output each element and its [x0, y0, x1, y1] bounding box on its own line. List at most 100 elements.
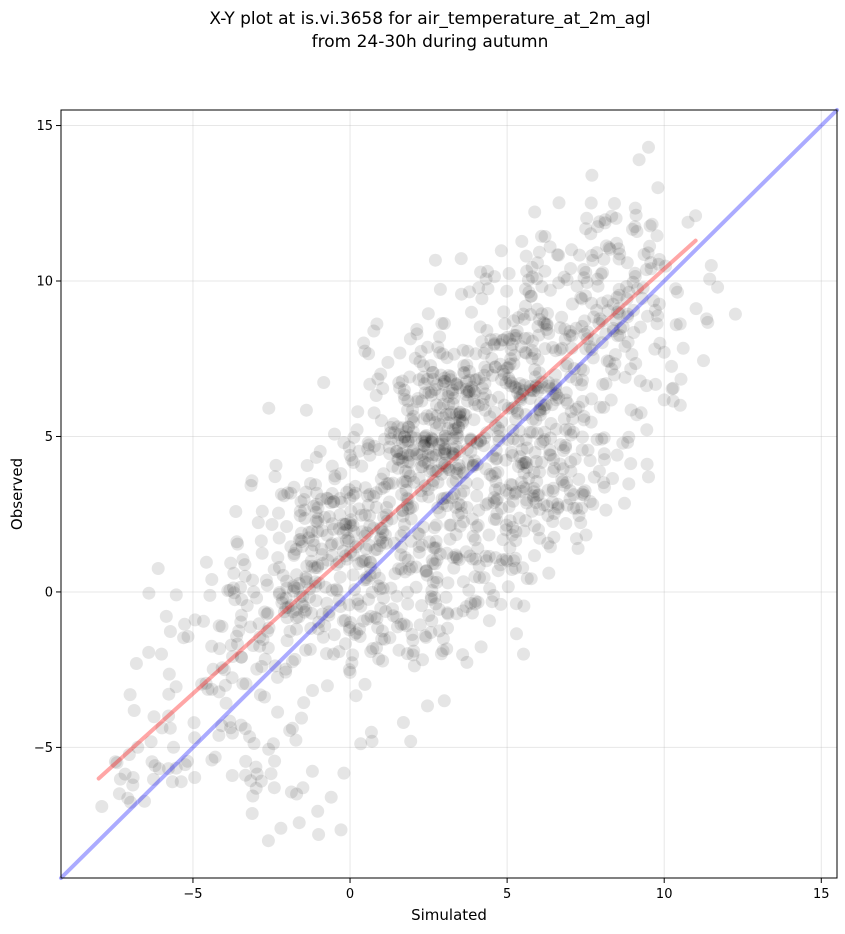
scatter-point-211 — [438, 371, 452, 385]
scatter-point-1260 — [206, 662, 220, 676]
scatter-point-775 — [524, 572, 538, 586]
scatter-point-56 — [425, 431, 438, 445]
scatter-point-435 — [537, 398, 551, 412]
scatter-point-645 — [504, 445, 518, 459]
scatter-point-723 — [529, 413, 543, 427]
scatter-point-1383 — [124, 795, 138, 809]
scatter-point-280 — [453, 381, 467, 395]
scatter-point-760 — [477, 571, 491, 585]
scatter-point-681 — [599, 503, 613, 517]
scatter-point-1032 — [260, 578, 274, 592]
scatter-point-185 — [397, 383, 411, 397]
scatter-point-1322 — [199, 676, 213, 690]
scatter-point-94 — [438, 442, 452, 455]
scatter-point-992 — [382, 440, 396, 454]
scatter-point-208 — [435, 433, 449, 447]
scatter-point-820 — [500, 518, 513, 532]
scatter-point-330 — [413, 355, 427, 369]
scatter-point-1202 — [413, 618, 427, 632]
scatter-point-668 — [480, 426, 494, 440]
scatter-point-1000 — [377, 467, 391, 481]
scatter-point-1221 — [436, 632, 450, 646]
scatter-point-843 — [435, 467, 449, 481]
scatter-point-1201 — [362, 592, 375, 606]
scatter-point-996 — [361, 436, 375, 450]
scatter-point-975 — [334, 467, 348, 481]
scatter-point-637 — [496, 533, 510, 547]
scatter-point-799 — [546, 495, 559, 509]
scatter-point-677 — [567, 488, 581, 502]
scatter-point-149 — [401, 466, 415, 479]
scatter-point-849 — [459, 600, 473, 614]
scatter-point-523 — [637, 248, 651, 261]
scatter-point-1208 — [407, 659, 421, 673]
scatter-point-913 — [318, 510, 332, 524]
scatter-point-1286 — [218, 678, 232, 692]
scatter-point-53 — [488, 360, 502, 374]
scatter-point-83 — [446, 447, 460, 461]
scatter-point-339 — [523, 392, 537, 405]
scatter-point-399 — [537, 316, 551, 330]
scatter-point-1088 — [287, 547, 301, 561]
scatter-point-356 — [488, 360, 502, 374]
scatter-point-832 — [449, 528, 463, 542]
scatter-point-761 — [453, 519, 467, 533]
scatter-point-1012 — [277, 605, 291, 619]
scatter-point-940 — [343, 492, 357, 506]
scatter-point-327 — [504, 352, 518, 366]
scatter-point-718 — [544, 448, 558, 462]
scatter-point-1450 — [559, 359, 573, 373]
scatter-point-317 — [509, 381, 523, 395]
scatter-point-1200 — [325, 583, 339, 597]
scatter-point-532 — [652, 297, 666, 311]
scatter-point-1376 — [188, 731, 202, 745]
scatter-point-750 — [501, 580, 515, 594]
scatter-point-745 — [443, 532, 457, 546]
scatter-point-1089 — [246, 573, 260, 587]
scatter-point-1400 — [572, 509, 586, 523]
scatter-point-191 — [367, 406, 381, 420]
scatter-point-307 — [561, 357, 574, 371]
scatter-point-1463 — [559, 441, 572, 455]
scatter-point-163 — [383, 447, 397, 461]
scatter-point-861 — [309, 478, 322, 492]
scatter-point-941 — [346, 489, 360, 502]
scatter-point-1045 — [280, 611, 294, 625]
scatter-point-421 — [408, 351, 422, 365]
scatter-point-68 — [448, 416, 462, 430]
scatter-point-459 — [613, 247, 627, 261]
scatter-point-1117 — [250, 591, 264, 605]
scatter-point-568 — [608, 197, 621, 210]
scatter-point-870 — [336, 544, 350, 558]
scatter-point-1126 — [333, 600, 347, 613]
scatter-point-1041 — [309, 594, 323, 608]
scatter-point-1065 — [312, 576, 326, 590]
scatter-point-973 — [311, 501, 325, 515]
scatter-point-1225 — [370, 641, 383, 655]
scatter-point-112 — [415, 394, 429, 408]
scatter-point-293 — [424, 359, 438, 373]
scatter-point-17 — [395, 451, 409, 465]
scatter-point-263 — [269, 458, 283, 472]
scatter-point-994 — [380, 514, 394, 528]
scatter-point-1047 — [231, 537, 245, 551]
scatter-point-1415 — [590, 433, 604, 446]
scatter-point-1454 — [555, 473, 569, 486]
scatter-point-389 — [500, 284, 514, 298]
scatter-point-1013 — [376, 581, 390, 595]
scatter-point-1107 — [326, 522, 340, 536]
scatter-point-38 — [414, 484, 428, 498]
scatter-point-525 — [535, 307, 549, 321]
scatter-point-1430 — [554, 438, 568, 452]
scatter-point-1304 — [271, 705, 285, 719]
scatter-point-1197 — [424, 592, 438, 606]
scatter-point-868 — [363, 509, 376, 523]
scatter-point-887 — [268, 470, 282, 484]
scatter-point-1180 — [394, 529, 408, 543]
scatter-point-415 — [600, 354, 614, 368]
scatter-point-1266 — [299, 643, 313, 657]
scatter-point-423 — [613, 328, 627, 342]
scatter-point-1036 — [333, 508, 347, 522]
scatter-point-1205 — [421, 699, 434, 713]
scatter-point-1446 — [546, 515, 560, 528]
